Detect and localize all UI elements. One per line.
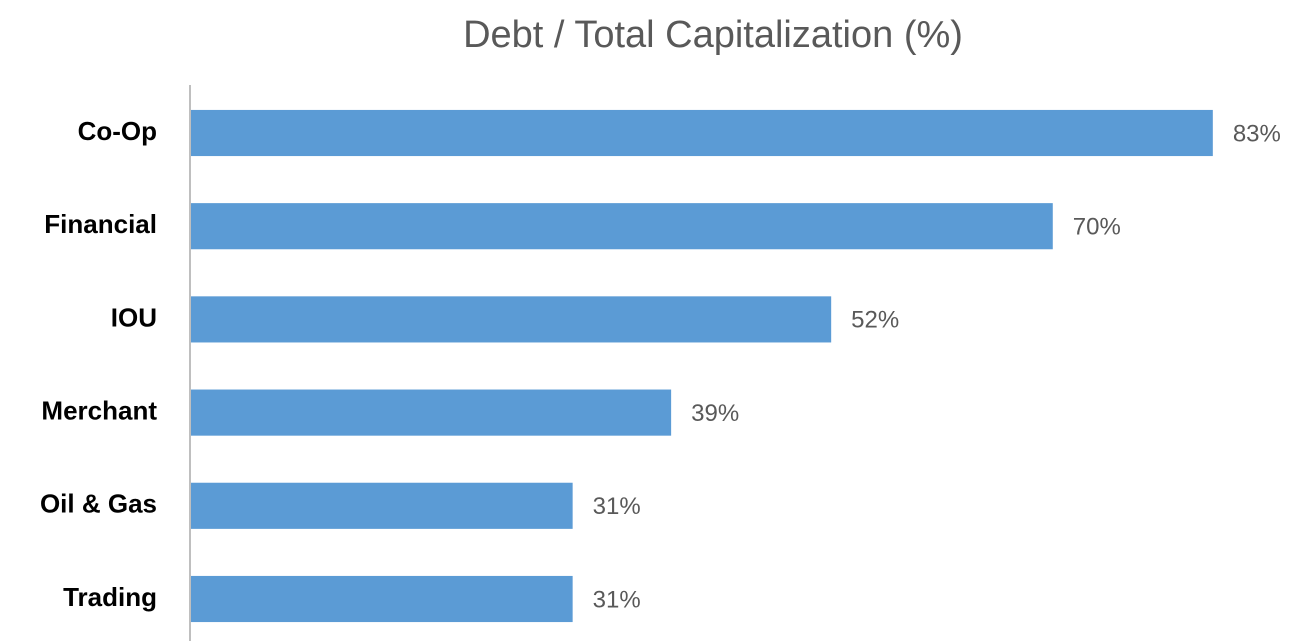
data-label: 83% — [1233, 120, 1281, 147]
data-label: 39% — [691, 400, 739, 427]
y-tick-label: Merchant — [41, 395, 157, 425]
bar — [191, 575, 573, 623]
bar — [191, 389, 672, 436]
y-tick-label: Trading — [63, 582, 157, 612]
bar — [191, 296, 832, 343]
y-tick-label: Financial — [44, 209, 157, 239]
y-tick-label: Co-Op — [78, 116, 157, 146]
bar — [191, 482, 573, 529]
data-label: 70% — [1073, 214, 1121, 241]
bar — [191, 109, 1213, 157]
data-label: 31% — [593, 493, 641, 520]
data-label: 52% — [851, 307, 899, 334]
y-tick-label: Oil & Gas — [40, 489, 157, 519]
chart-title: Debt / Total Capitalization (%) — [463, 14, 963, 56]
bar — [191, 203, 1053, 250]
y-tick-label: IOU — [111, 302, 157, 332]
data-label: 31% — [593, 586, 641, 613]
